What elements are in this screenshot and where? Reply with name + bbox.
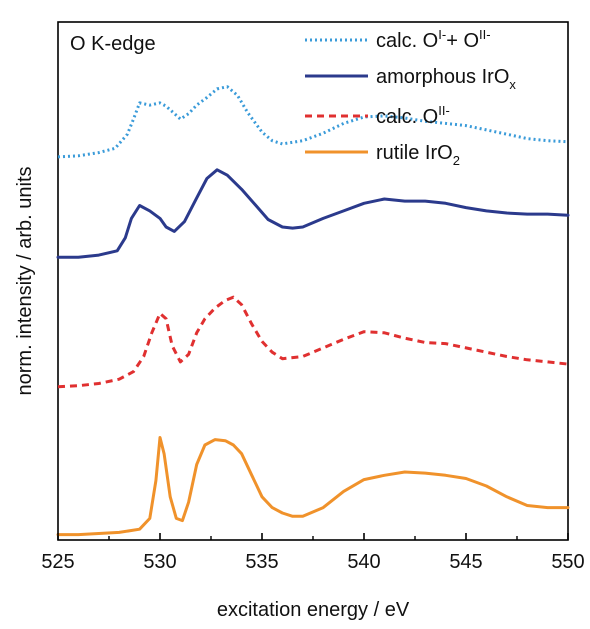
- plot-area: [57, 21, 569, 541]
- edge-annotation: O K-edge: [70, 33, 156, 55]
- x-tick-label: 550: [551, 551, 584, 573]
- x-tick-label: 545: [449, 551, 482, 573]
- y-axis-label: norm. intensity / arb. units: [14, 167, 36, 396]
- series-line-3: [57, 295, 569, 389]
- x-tick-label: 530: [143, 551, 176, 573]
- legend-label-4: rutile IrO2: [376, 142, 460, 168]
- legend-label-2: amorphous IrOx: [376, 66, 516, 92]
- legend: calc. OI-+ OII-amorphous IrOx calc. OII-r…: [305, 27, 516, 168]
- legend-label-3: calc. OII-: [376, 103, 450, 128]
- plot-frame: [57, 21, 569, 541]
- series-line-2: [56, 168, 570, 259]
- series-line-4: [56, 436, 570, 537]
- x-tick-label: 540: [347, 551, 380, 573]
- x-tick-label: 535: [245, 551, 278, 573]
- legend-label-1: calc. OI-+ OII-: [376, 27, 491, 52]
- series-line-1: [57, 85, 569, 159]
- x-axis-label: excitation energy / eV: [217, 599, 410, 621]
- x-tick-label: 525: [41, 551, 74, 573]
- series-layer: [56, 85, 570, 537]
- x-axis: 525 530 535 540 545 550: [41, 533, 585, 573]
